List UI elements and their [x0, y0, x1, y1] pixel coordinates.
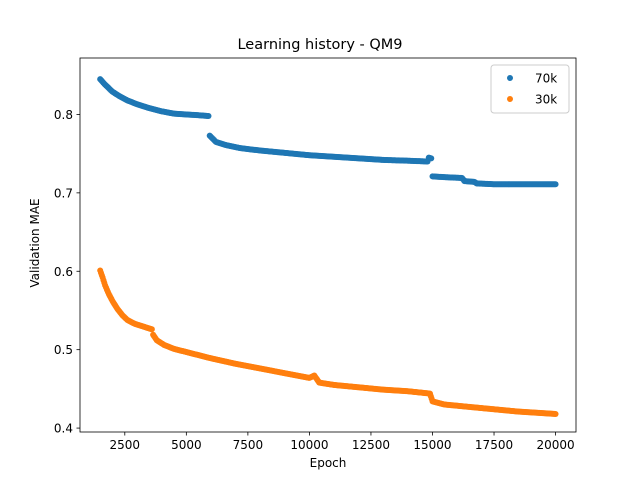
legend: 70k 30k	[490, 64, 570, 114]
legend-label-70k: 70k	[535, 72, 557, 86]
data-point	[428, 155, 435, 162]
series-70k	[97, 76, 559, 188]
x-tick-label: 5000	[171, 438, 202, 452]
data-point	[148, 326, 155, 333]
chart-title: Learning history - QM9	[237, 37, 402, 53]
y-axis-label: Validation MAE	[28, 198, 42, 287]
y-tick-label: 0.7	[54, 186, 73, 200]
legend-box	[490, 64, 570, 114]
x-axis-ticks: 2500 5000 7500 10000 12500 15000 17500 20000	[110, 432, 575, 452]
y-axis-ticks: 0.4 0.5 0.6 0.7 0.8	[54, 108, 80, 436]
y-tick-label: 0.5	[54, 343, 73, 357]
data-point	[205, 113, 212, 120]
y-tick-label: 0.4	[54, 422, 73, 436]
legend-label-30k: 30k	[535, 93, 557, 107]
plot-area	[97, 76, 559, 417]
legend-marker-70k	[507, 75, 513, 81]
x-tick-label: 12500	[352, 438, 390, 452]
x-tick-label: 20000	[536, 438, 574, 452]
x-tick-label: 2500	[110, 438, 141, 452]
data-point	[552, 181, 559, 188]
x-axis-label: Epoch	[310, 456, 347, 470]
legend-marker-30k	[507, 96, 513, 102]
x-tick-label: 10000	[290, 438, 328, 452]
axes-frame	[79, 57, 577, 433]
data-point	[552, 410, 559, 417]
y-tick-label: 0.8	[54, 108, 73, 122]
y-tick-label: 0.6	[54, 265, 73, 279]
x-tick-label: 17500	[475, 438, 513, 452]
series-30k	[97, 267, 559, 417]
x-tick-label: 7500	[233, 438, 264, 452]
x-tick-label: 15000	[413, 438, 451, 452]
